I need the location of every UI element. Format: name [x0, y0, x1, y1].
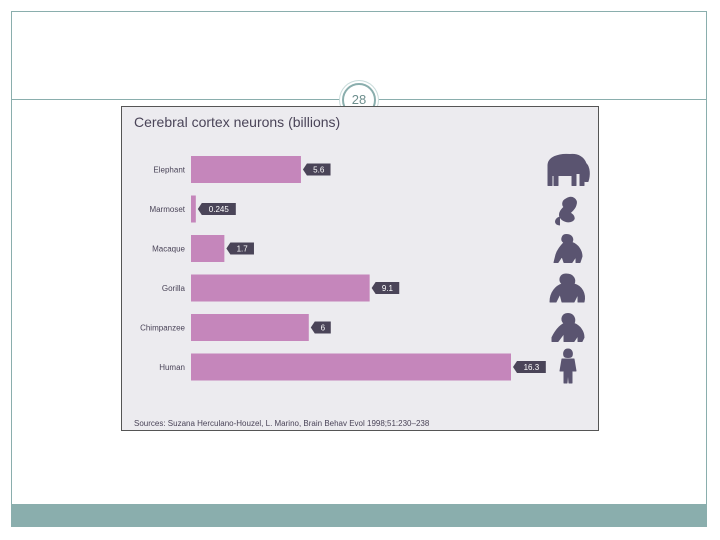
category-label: Macaque: [152, 245, 185, 254]
silhouette-shape: [555, 196, 577, 226]
category-label: Marmoset: [149, 205, 185, 214]
value-label-tag: [513, 361, 546, 373]
silhouette-shape: [559, 348, 577, 384]
bar: [191, 274, 370, 302]
silhouette-shape: [553, 234, 583, 263]
category-label: Human: [159, 363, 185, 372]
silhouette-shape: [547, 153, 590, 186]
value-label-tag: [371, 282, 400, 294]
category-label: Chimpanzee: [140, 324, 185, 333]
value-label: 16.3: [524, 363, 540, 372]
value-label-tag: [310, 321, 331, 334]
elephant-icon: [547, 153, 590, 186]
bar: [191, 156, 301, 183]
value-label: 6: [321, 324, 326, 333]
bar: [191, 353, 511, 381]
footer-band: [12, 504, 707, 527]
human-icon: [559, 348, 577, 384]
value-label: 9.1: [382, 284, 394, 293]
chart-title: Cerebral cortex neurons (billions): [134, 114, 341, 130]
chart-panel: Cerebral cortex neurons (billions) Eleph…: [121, 106, 599, 431]
value-label: 5.6: [313, 166, 325, 175]
value-label-tag: [302, 163, 331, 176]
category-label: Gorilla: [162, 284, 186, 293]
category-label: Elephant: [153, 166, 185, 175]
value-label: 0.245: [209, 205, 230, 214]
marmoset-icon: [555, 196, 577, 226]
bar: [191, 314, 309, 341]
bar-chart: Elephant 5.6 Marmoset 0.245 Macaque 1.7 Gorill…: [140, 153, 590, 384]
macaque-icon: [553, 234, 583, 263]
silhouette-shape: [549, 273, 585, 303]
bar: [191, 235, 225, 262]
value-label-tag: [197, 203, 236, 215]
silhouette-shape: [551, 313, 585, 342]
gorilla-icon: [549, 273, 585, 303]
value-label-tag: [226, 242, 254, 255]
chimpanzee-icon: [551, 313, 585, 342]
bar: [191, 195, 196, 223]
chart-source: Sources: Suzana Herculano-Houzel, L. Mar…: [134, 419, 430, 428]
page-number: 28: [351, 92, 367, 107]
value-label: 1.7: [237, 245, 249, 254]
